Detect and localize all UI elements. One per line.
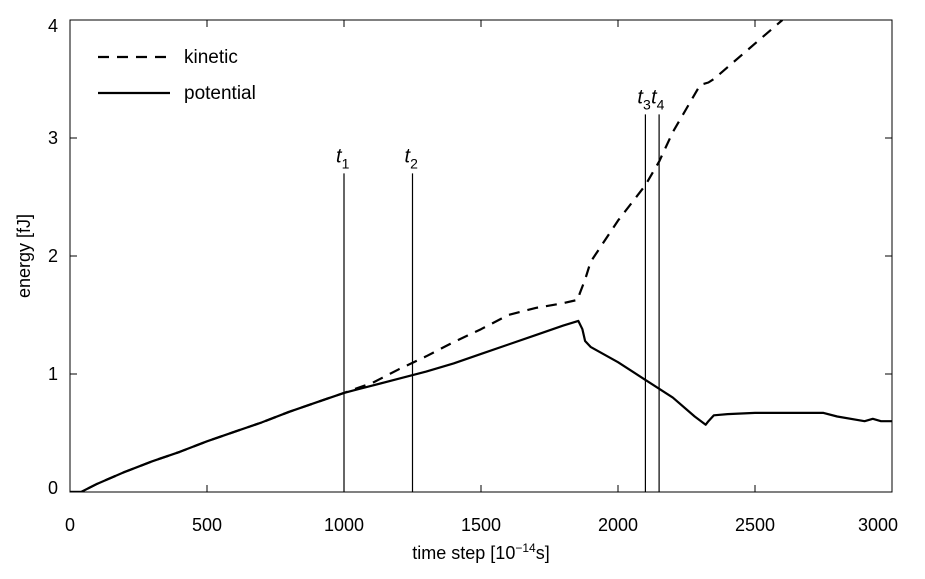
x-tick-label: 3000	[858, 515, 898, 535]
legend-potential-label: potential	[184, 83, 256, 104]
series-layer	[70, 20, 892, 492]
x-tick-label: 1000	[324, 515, 364, 535]
legend: kinetic potential	[98, 47, 256, 104]
x-axis-label: time step [10−14s]	[412, 541, 549, 563]
x-tick-label: 1500	[461, 515, 501, 535]
marker-label-t2: t2	[405, 145, 419, 171]
axis-ticks: 0 500 1000 1500 2000 2500 3000 0 1 2 3 4	[48, 16, 898, 535]
legend-kinetic-label: kinetic	[184, 47, 238, 68]
y-tick-label: 4	[48, 16, 58, 36]
marker-label-t4: t4	[651, 86, 665, 112]
y-tick-label: 3	[48, 128, 58, 148]
x-tick-label: 500	[192, 515, 222, 535]
y-tick-label: 0	[48, 478, 58, 498]
marker-label-t1: t1	[336, 145, 350, 171]
marker-label-t3: t3	[637, 86, 651, 112]
x-tick-label: 0	[65, 515, 75, 535]
x-tick-label: 2500	[735, 515, 775, 535]
y-axis-label: energy [fJ]	[14, 214, 34, 298]
series-potential-line	[70, 319, 892, 492]
x-tick-label: 2000	[598, 515, 638, 535]
y-tick-label: 1	[48, 364, 58, 384]
y-tick-label: 2	[48, 246, 58, 266]
time-markers: t1 t2 t3 t4	[336, 86, 665, 492]
